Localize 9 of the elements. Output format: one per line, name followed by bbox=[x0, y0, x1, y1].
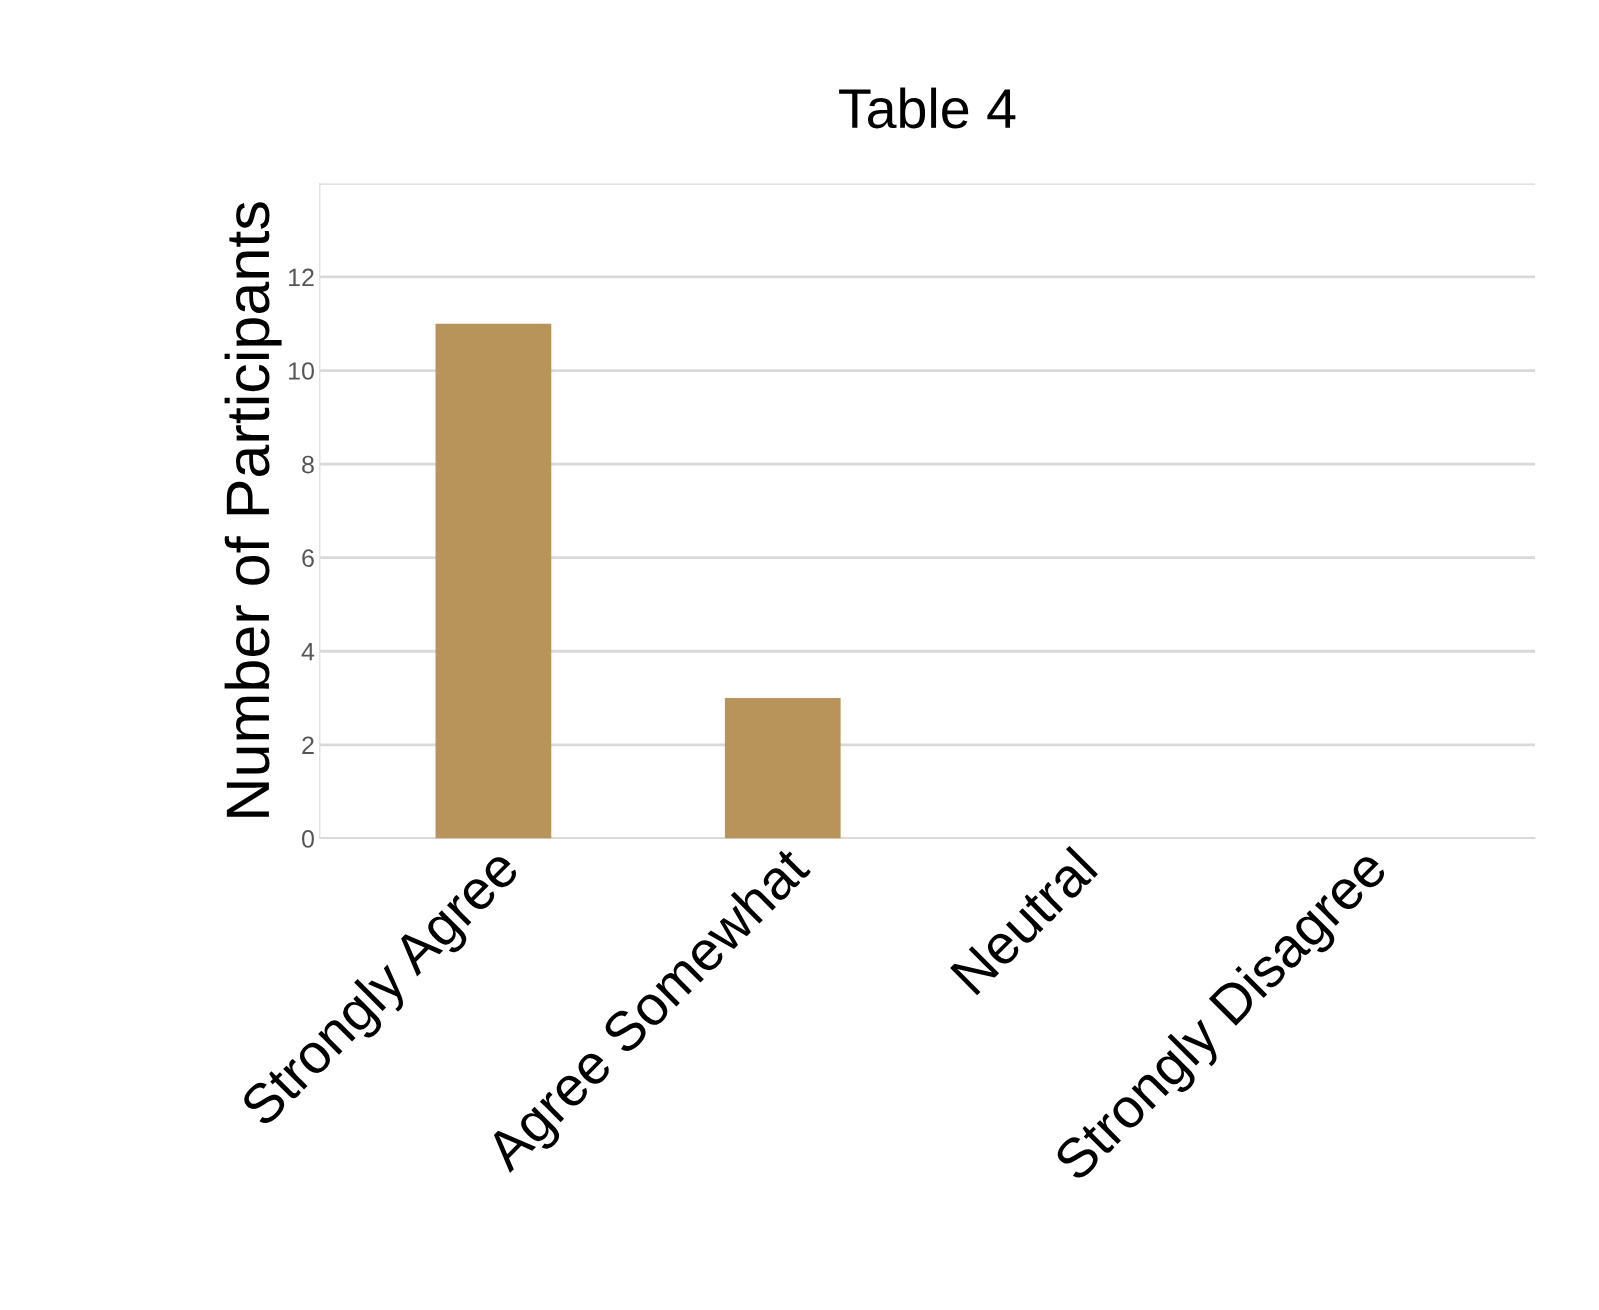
y-tick-label: 6 bbox=[302, 549, 314, 567]
y-axis-title: Number of Participants bbox=[224, 202, 282, 817]
y-tick-label: 2 bbox=[302, 736, 314, 754]
y-tick-label: 12 bbox=[289, 268, 314, 287]
y-tick-label: 8 bbox=[302, 455, 314, 474]
y-tick-label: 0 bbox=[302, 830, 314, 848]
y-tick-label: 4 bbox=[301, 643, 315, 661]
y-tick-label: 10 bbox=[289, 362, 314, 380]
chart-title: Table 4 bbox=[839, 87, 1016, 129]
